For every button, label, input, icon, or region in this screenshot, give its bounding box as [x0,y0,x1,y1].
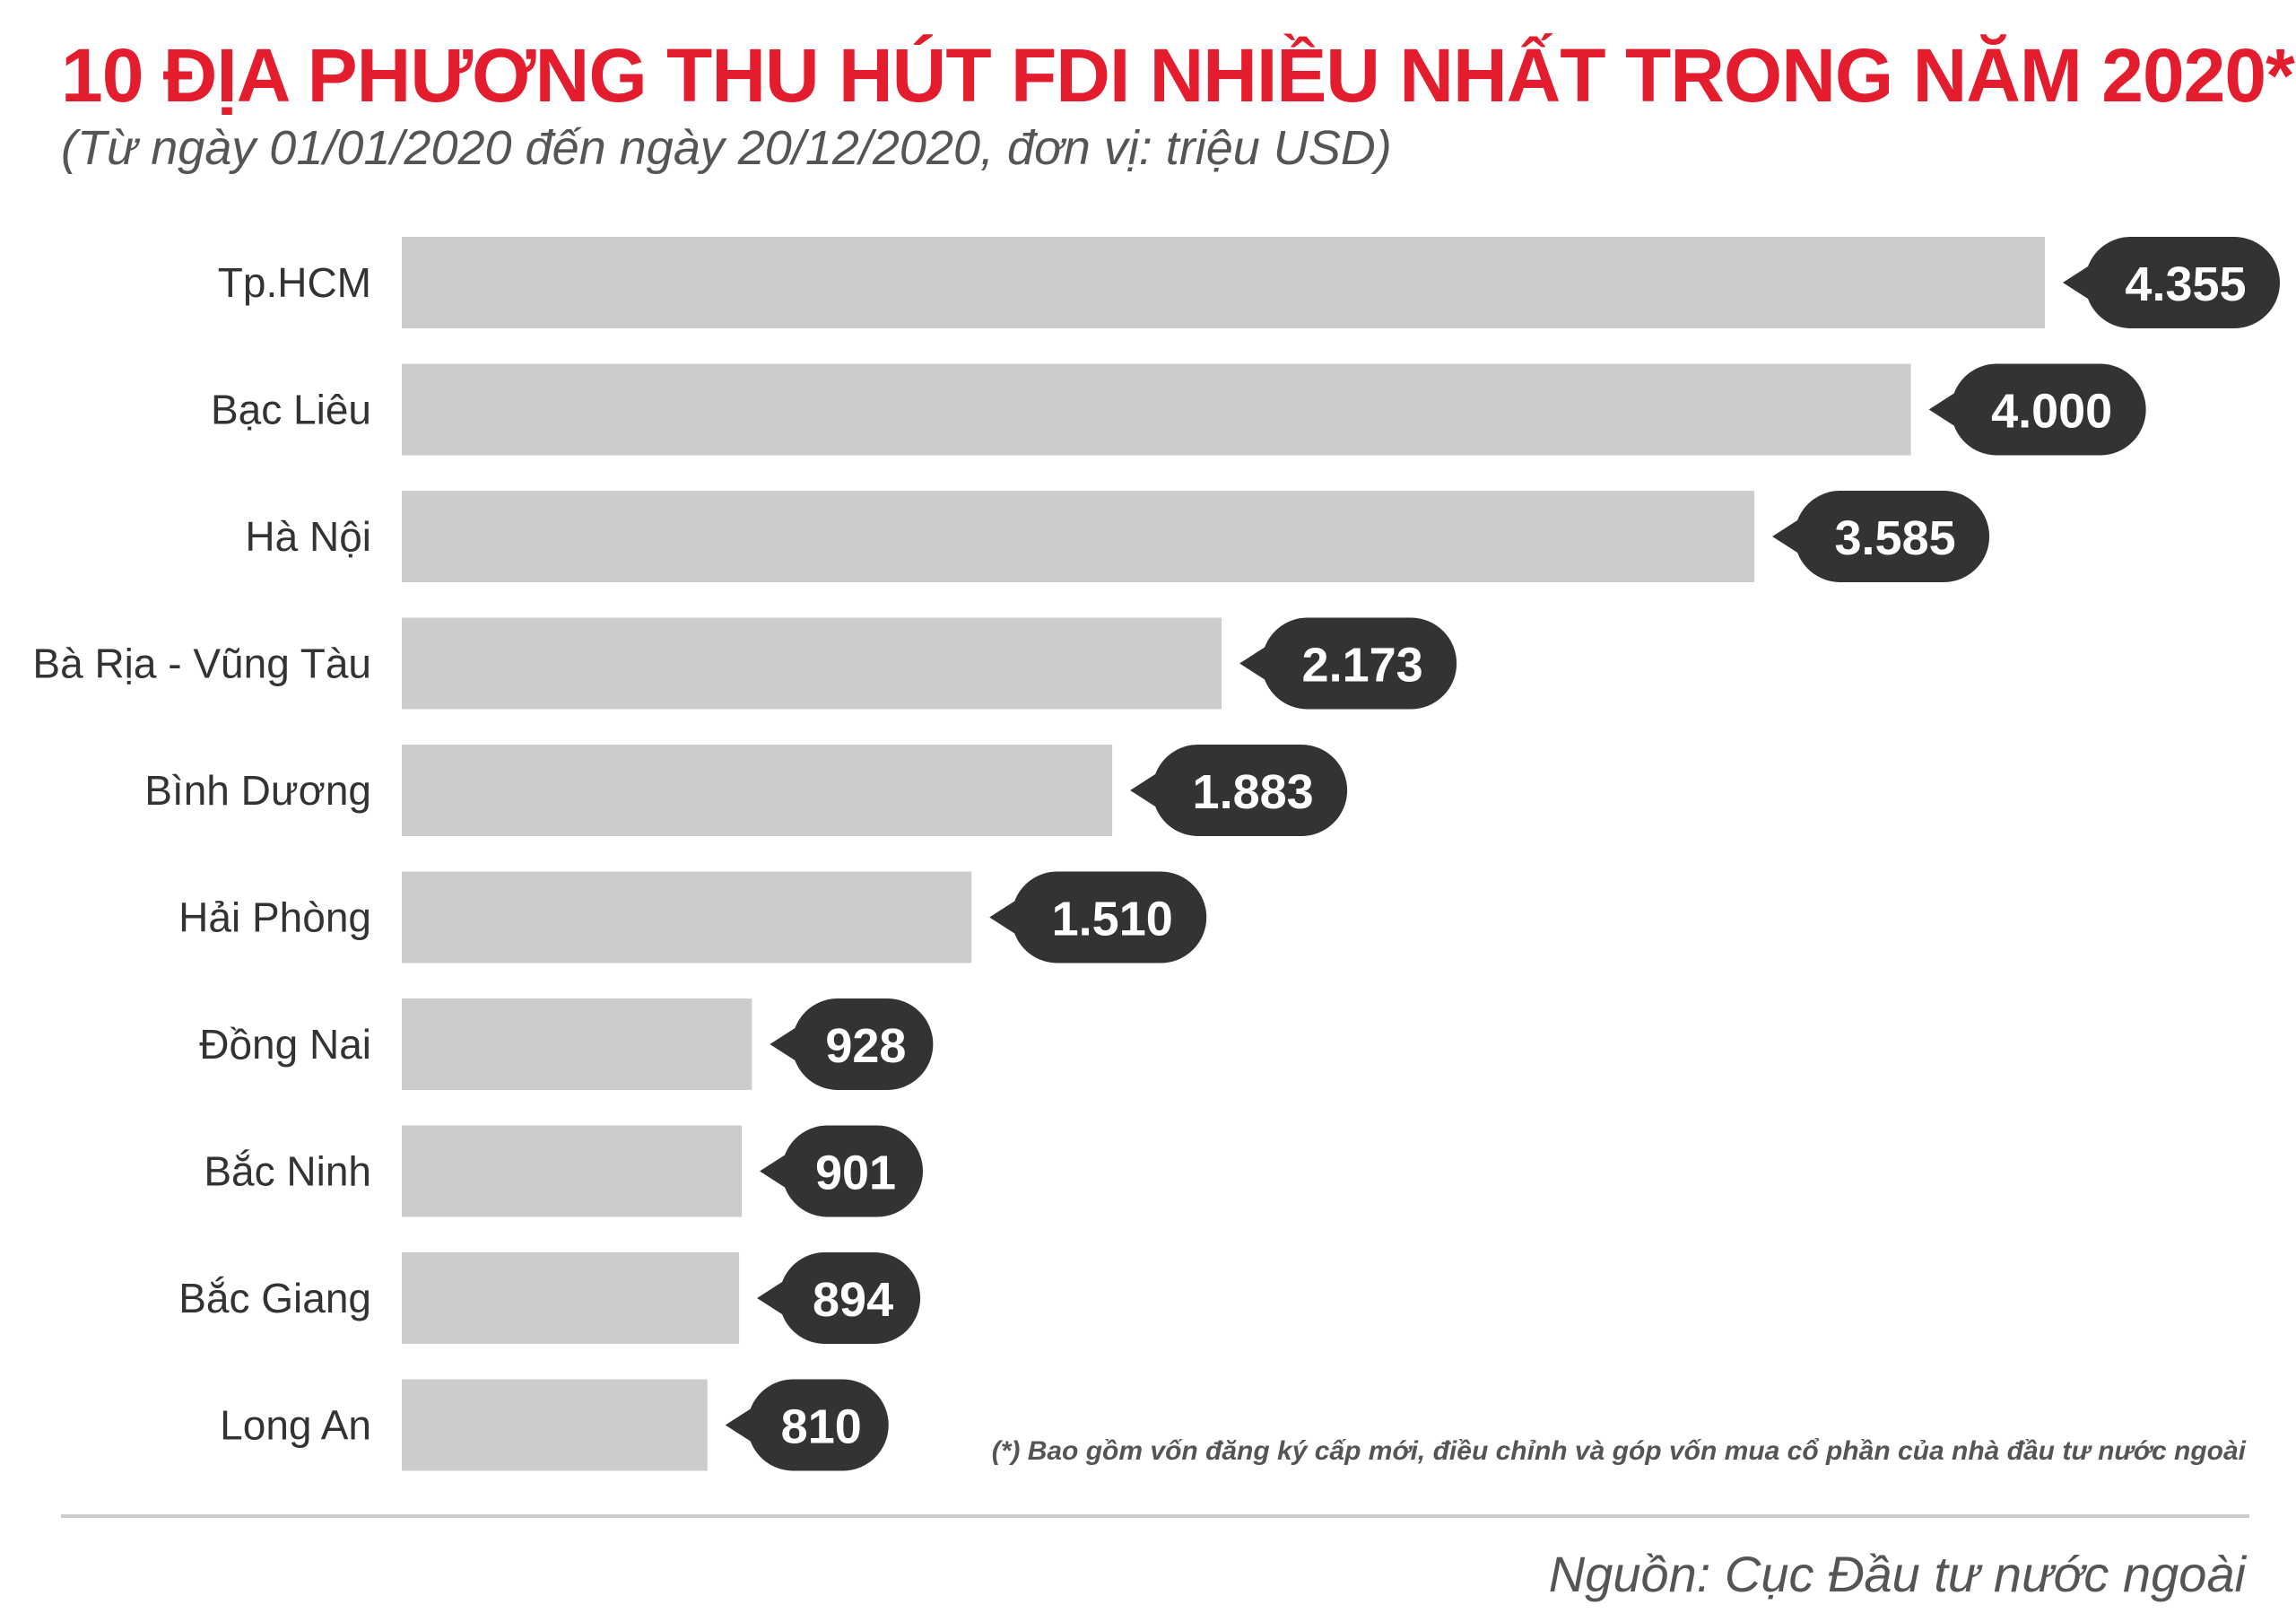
value-bubble [725,1379,889,1471]
value-bubble [770,998,934,1090]
value-label: 4.355 [2125,257,2246,311]
value-bubble [760,1125,924,1217]
bar [402,1252,740,1344]
value-bubble [1772,491,1990,582]
category-label: Bắc Ninh [204,1148,371,1195]
source-note: Nguồn: Cục Đầu tư nước ngoài [1548,1546,2246,1602]
value-bubble [1928,363,2146,456]
bar [402,363,1911,456]
category-label: Bạc Liêu [211,387,371,433]
value-label: 894 [813,1273,893,1327]
bar-row: Bình Dương 1.883 [144,745,1348,836]
bar [402,237,2045,328]
chart-title: 10 ĐỊA PHƯƠNG THU HÚT FDI NHIỀU NHẤT TRO… [61,33,2295,118]
value-label: 810 [781,1400,862,1454]
value-bubble [757,1252,921,1344]
bar [402,745,1113,836]
value-label: 4.000 [1991,385,2112,439]
bar-row: Bắc Ninh 901 [204,1125,924,1217]
category-label: Long An [220,1402,371,1449]
bar-row: Hà Nội 3.585 [245,491,1990,582]
bar [402,1379,708,1471]
value-bubble [989,871,1207,963]
bar-row: Hải Phòng 1.510 [178,871,1207,963]
bar-row: Bà Rịa - Vũng Tàu 2.173 [32,617,1457,710]
bar [402,1125,743,1217]
category-label: Hà Nội [245,513,371,560]
value-label: 901 [815,1147,896,1200]
category-label: Bắc Giang [178,1275,371,1321]
category-label: Bình Dương [144,767,371,814]
bar-chart: Tp.HCM 4.355 Bạc Liêu 4.000 Hà Nội 3.585 Bà Rị… [32,237,2280,1471]
bar-row: Long An 810 [220,1379,889,1471]
category-label: Bà Rịa - Vũng Tàu [32,641,371,687]
footnote: (*) Bao gồm vốn đăng ký cấp mới, điều ch… [991,1436,2246,1466]
bar [402,998,752,1090]
bar-row: Tp.HCM 4.355 [218,237,2280,328]
value-label: 928 [825,1019,906,1073]
bar-row: Đồng Nai 928 [199,998,934,1090]
category-label: Hải Phòng [178,894,371,941]
bar [402,871,972,963]
category-label: Đồng Nai [199,1021,371,1068]
category-label: Tp.HCM [218,259,371,306]
chart-subtitle: (Từ ngày 01/01/2020 đến ngày 20/12/2020,… [61,121,1392,175]
value-label: 2.173 [1302,639,1423,693]
value-bubble [1130,745,1348,836]
divider [61,1514,2249,1518]
bar-row: Bạc Liêu 4.000 [211,363,2146,456]
value-bubble [2063,237,2280,328]
value-label: 3.585 [1835,511,1956,565]
bar [402,617,1222,710]
bar [402,491,1755,582]
bar-row: Bắc Giang 894 [178,1252,921,1344]
value-bubble [1239,617,1457,710]
value-label: 1.510 [1052,893,1173,946]
value-label: 1.883 [1193,765,1314,819]
